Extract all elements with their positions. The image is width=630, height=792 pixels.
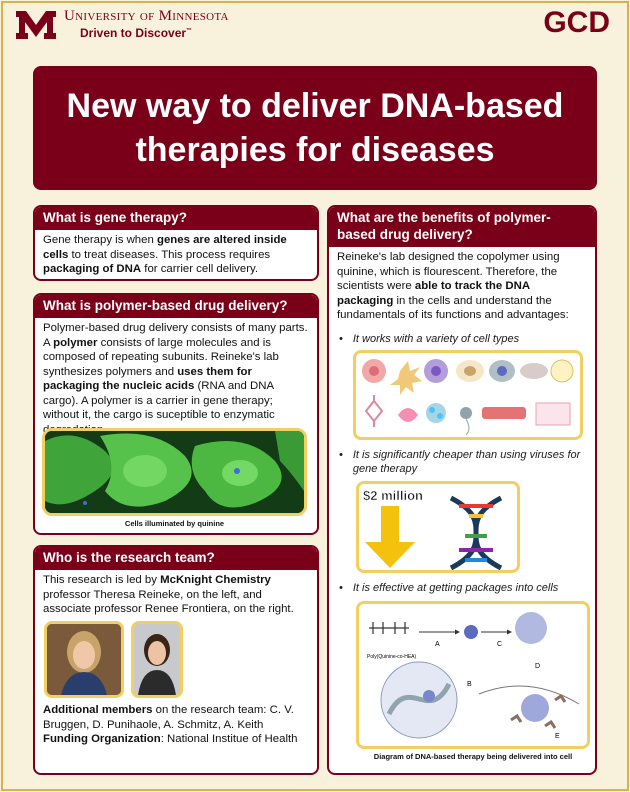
cost-label: $2 million bbox=[363, 488, 423, 504]
diagram-label-c: C bbox=[497, 641, 502, 648]
benefit-bullet-3: • It is effective at getting packages int… bbox=[339, 582, 559, 594]
team-members-text: Additional members on the research team:… bbox=[43, 704, 298, 745]
quinine-caption: Cells illuminated by quinine bbox=[124, 519, 225, 528]
diagram-label-a: A bbox=[435, 641, 440, 648]
poster-title: New way to deliver DNA-based therapies f… bbox=[66, 87, 564, 169]
university-name: University of Minnesota bbox=[64, 8, 229, 24]
gene-therapy-text: Gene therapy is when genes are altered i… bbox=[43, 234, 287, 275]
diagram-label-e: E bbox=[555, 733, 560, 740]
frontiera-photo bbox=[131, 621, 183, 698]
polymer-text: Polymer-based drug delivery consists of … bbox=[43, 322, 308, 436]
gene-therapy-panel: What is gene therapy? Gene therapy is wh… bbox=[33, 205, 319, 281]
polymer-diagram-label: Poly(Quinine-co-HEA) bbox=[367, 654, 417, 660]
poster-header: University of Minnesota Driven to Discov… bbox=[0, 0, 630, 50]
delivery-diagram: Poly(Quinine-co-HEA) A C B D E bbox=[356, 601, 590, 749]
diagram-label-b: B bbox=[467, 681, 472, 688]
benefit-bullet-1: • It works with a variety of cell types bbox=[339, 333, 520, 345]
team-text: This research is led by McKnight Chemist… bbox=[43, 574, 294, 615]
cell-types-image bbox=[353, 350, 583, 440]
diagram-label-d: D bbox=[535, 663, 540, 670]
team-heading: Who is the research team? bbox=[35, 547, 317, 570]
org-label: GCD bbox=[543, 6, 610, 39]
title-banner: New way to deliver DNA-based therapies f… bbox=[33, 66, 597, 190]
university-m-logo bbox=[16, 11, 56, 39]
dna-helix-icon bbox=[449, 495, 503, 571]
benefit-bullet-2: • It is significantly cheaper than using … bbox=[339, 449, 581, 475]
quinine-cells-image bbox=[42, 428, 307, 516]
cost-image: $2 million bbox=[356, 481, 520, 573]
reineke-photo bbox=[44, 621, 124, 698]
polymer-heading: What is polymer-based drug delivery? bbox=[35, 295, 317, 318]
benefits-text: Reineke's lab designed the copolymer usi… bbox=[337, 251, 569, 321]
university-tagline: Driven to Discover™ bbox=[80, 26, 193, 40]
benefits-heading: What are the benefits of polymer-based d… bbox=[329, 207, 595, 247]
gene-therapy-heading: What is gene therapy? bbox=[35, 207, 317, 230]
diagram-caption: Diagram of DNA-based therapy being deliv… bbox=[373, 752, 573, 761]
